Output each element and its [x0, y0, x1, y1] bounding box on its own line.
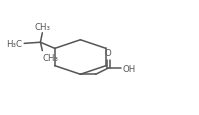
- Text: OH: OH: [122, 64, 136, 73]
- Text: H₃C: H₃C: [6, 40, 22, 48]
- Text: CH₃: CH₃: [42, 53, 58, 62]
- Text: O: O: [105, 49, 111, 58]
- Text: CH₃: CH₃: [34, 23, 50, 32]
